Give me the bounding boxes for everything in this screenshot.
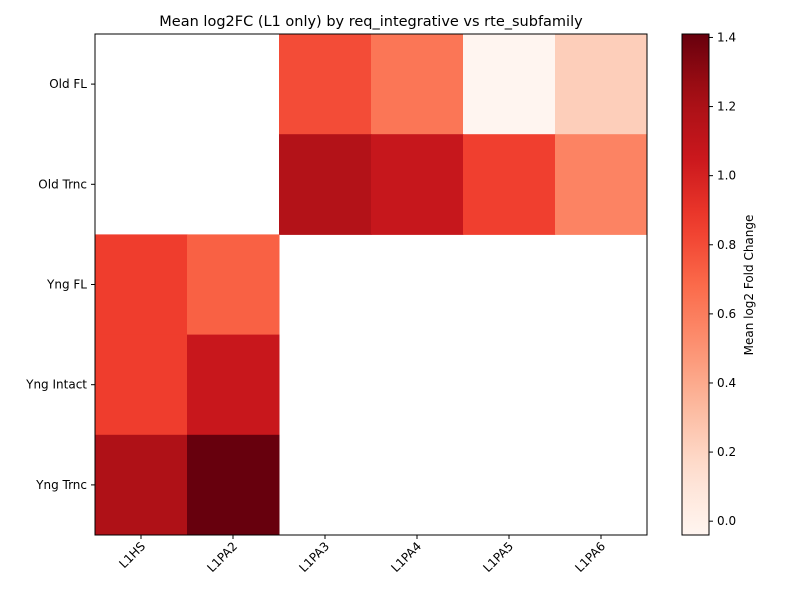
chart-title: Mean log2FC (L1 only) by req_integrative… <box>159 14 583 30</box>
colorbar-tick-label: 1.4 <box>717 30 736 44</box>
colorbar-tick-label: 1.2 <box>717 100 736 114</box>
x-axis: L1HS L1PA2 L1PA3 L1PA4 L1PA5 L1PA6 <box>116 535 608 575</box>
y-tick-label: Yng FL <box>46 278 87 292</box>
colorbar-tick-label: 1.0 <box>717 169 736 183</box>
colorbar-ticks: 0.0 0.2 0.4 0.6 0.8 1.0 1.2 1.4 <box>709 30 736 528</box>
heatmap-cell <box>555 34 648 135</box>
y-tick-label: Old FL <box>49 77 87 91</box>
heatmap-cell <box>463 134 556 235</box>
x-tick-label: L1PA6 <box>572 539 608 575</box>
heatmap-cell <box>95 334 188 436</box>
x-tick-label: L1PA3 <box>296 539 332 575</box>
heatmap-cell <box>279 134 372 235</box>
colorbar-tick-label: 0.4 <box>717 376 736 390</box>
heatmap-cell <box>371 34 464 135</box>
y-tick-label: Yng Trnc <box>35 478 87 492</box>
heatmap-cell <box>95 234 188 336</box>
y-tick-label: Yng Intact <box>25 378 87 392</box>
heatmap-cell <box>371 134 464 235</box>
colorbar-tick-label: 0.8 <box>717 238 736 252</box>
heatmap-cell <box>463 34 556 135</box>
x-tick-label: L1HS <box>116 539 148 571</box>
heatmap-cell <box>187 434 280 536</box>
y-tick-label: Old Trnc <box>38 177 87 191</box>
colorbar-tick-label: 0.6 <box>717 307 736 321</box>
x-tick-label: L1PA2 <box>204 539 240 575</box>
colorbar-label: Mean log2 Fold Change <box>742 215 756 356</box>
colorbar-tick-label: 0.2 <box>717 445 736 459</box>
heatmap-cells <box>95 34 648 536</box>
x-tick-label: L1PA4 <box>388 539 424 575</box>
colorbar: 0.0 0.2 0.4 0.6 0.8 1.0 1.2 1.4 Mean log2 Fold … <box>681 30 756 536</box>
heatmap-cell <box>95 434 188 536</box>
heatmap-cell <box>187 334 280 436</box>
x-tick-label: L1PA5 <box>480 539 516 575</box>
colorbar-gradient <box>681 33 710 536</box>
heatmap-cell <box>279 34 372 135</box>
heatmap-cell <box>187 234 280 336</box>
y-axis: Old FL Old Trnc Yng FL Yng Intact Yng Trnc <box>25 77 95 492</box>
colorbar-tick-label: 0.0 <box>717 514 736 528</box>
heatmap-cell <box>555 134 648 235</box>
